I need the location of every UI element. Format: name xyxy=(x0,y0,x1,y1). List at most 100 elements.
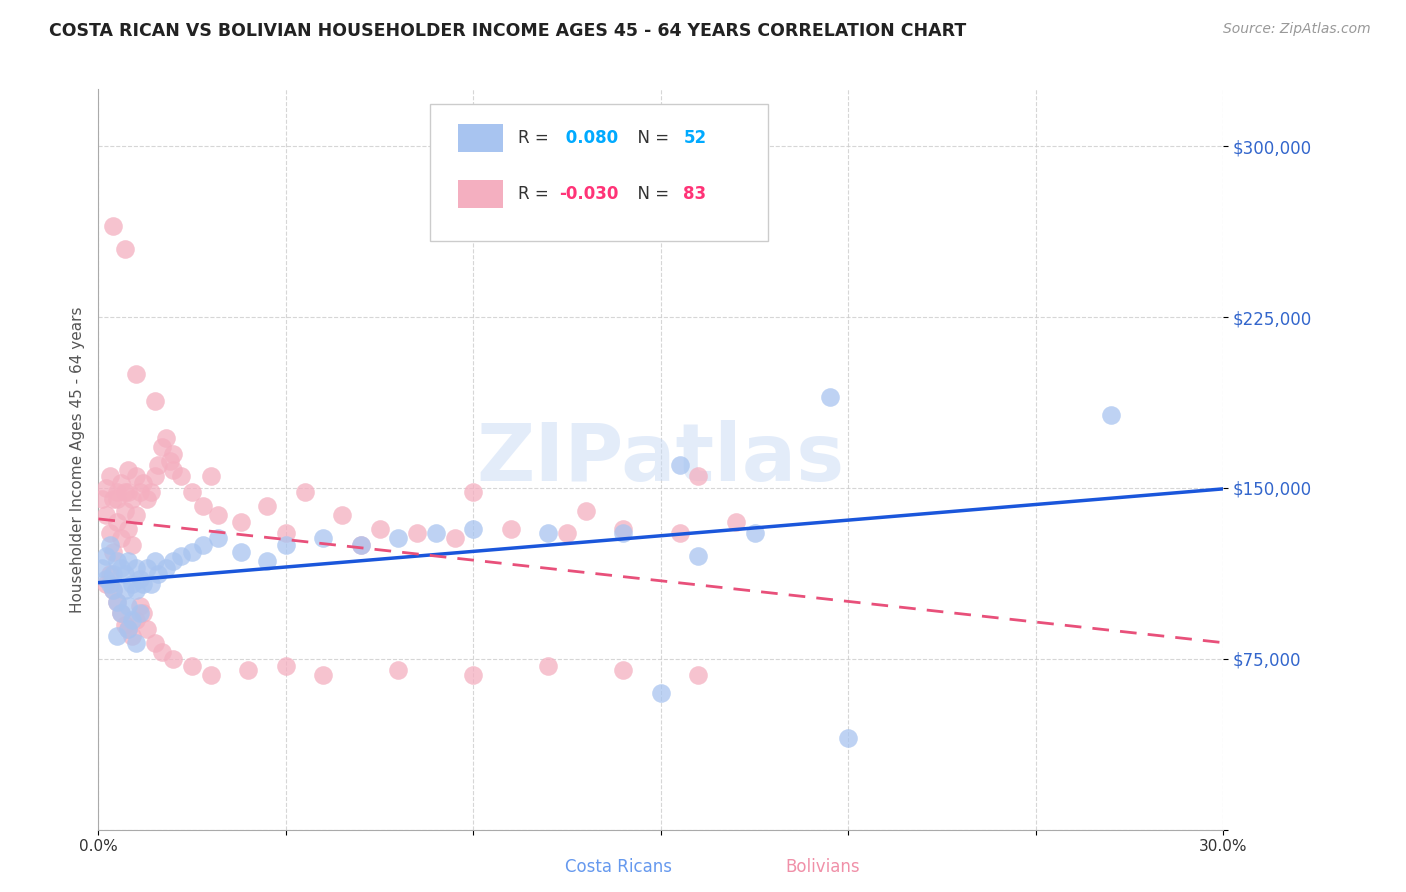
Point xyxy=(103,544,125,558)
Point xyxy=(688,549,710,564)
Point xyxy=(406,526,429,541)
Point xyxy=(387,663,409,677)
Point xyxy=(125,613,148,627)
Text: Costa Ricans: Costa Ricans xyxy=(565,858,672,876)
Point xyxy=(537,526,560,541)
Point xyxy=(91,560,114,574)
Point xyxy=(98,526,121,541)
Point xyxy=(114,567,136,582)
Point xyxy=(238,663,260,677)
Text: 83: 83 xyxy=(683,185,706,202)
Point xyxy=(110,531,132,545)
Point xyxy=(612,663,634,677)
Point xyxy=(499,522,522,536)
Point xyxy=(170,549,193,564)
Point xyxy=(128,572,150,586)
Y-axis label: Householder Income Ages 45 - 64 years: Householder Income Ages 45 - 64 years xyxy=(69,306,84,613)
Point xyxy=(274,658,297,673)
Point xyxy=(148,567,170,582)
Point xyxy=(139,576,162,591)
Point xyxy=(200,469,222,483)
Point xyxy=(668,526,690,541)
Point xyxy=(425,526,447,541)
Point xyxy=(121,576,143,591)
Text: Source: ZipAtlas.com: Source: ZipAtlas.com xyxy=(1223,22,1371,37)
Point xyxy=(162,447,184,461)
Point xyxy=(150,645,173,659)
Point xyxy=(575,503,598,517)
Text: -0.030: -0.030 xyxy=(560,185,619,202)
Point xyxy=(136,492,159,507)
Text: R =: R = xyxy=(517,185,554,202)
Point xyxy=(128,599,150,614)
Point xyxy=(114,617,136,632)
Point xyxy=(105,629,128,643)
Point xyxy=(387,531,409,545)
Point xyxy=(207,531,229,545)
Text: 0.080: 0.080 xyxy=(560,129,617,147)
Point xyxy=(274,526,297,541)
Point xyxy=(818,390,841,404)
Point xyxy=(688,469,710,483)
Point xyxy=(229,515,252,529)
Point xyxy=(724,515,747,529)
Point xyxy=(463,485,485,500)
Point xyxy=(94,572,117,586)
Point xyxy=(105,595,128,609)
Point xyxy=(837,731,859,746)
Point xyxy=(105,554,128,568)
Point xyxy=(117,462,139,476)
Point xyxy=(117,622,139,636)
Point xyxy=(256,499,278,513)
Text: R =: R = xyxy=(517,129,554,147)
FancyBboxPatch shape xyxy=(430,104,768,241)
Text: 52: 52 xyxy=(683,129,706,147)
Point xyxy=(200,667,222,681)
Point xyxy=(110,476,132,491)
Point xyxy=(103,492,125,507)
Point xyxy=(94,481,117,495)
Point xyxy=(159,453,181,467)
Point xyxy=(368,522,391,536)
Point xyxy=(114,485,136,500)
Point xyxy=(136,622,159,636)
Point xyxy=(117,554,139,568)
Point xyxy=(132,476,155,491)
Point xyxy=(98,567,121,582)
Point xyxy=(650,686,672,700)
Point xyxy=(150,440,173,454)
Point xyxy=(110,606,132,620)
Point xyxy=(612,522,634,536)
Point xyxy=(94,508,117,523)
Point xyxy=(114,503,136,517)
Point xyxy=(125,583,148,598)
Point xyxy=(463,522,485,536)
Point xyxy=(668,458,690,472)
Point xyxy=(139,485,162,500)
Point xyxy=(125,469,148,483)
Point xyxy=(94,576,117,591)
Point xyxy=(103,583,125,598)
Point xyxy=(162,462,184,476)
Point xyxy=(117,522,139,536)
Point xyxy=(312,531,335,545)
Point xyxy=(744,526,766,541)
Point xyxy=(256,554,278,568)
Point xyxy=(143,636,166,650)
Point xyxy=(110,560,132,574)
Point xyxy=(143,394,166,409)
Point xyxy=(132,606,155,620)
Point xyxy=(294,485,316,500)
Point xyxy=(114,583,136,598)
Point xyxy=(103,219,125,233)
FancyBboxPatch shape xyxy=(458,124,503,153)
Point xyxy=(155,431,177,445)
Point xyxy=(148,458,170,472)
Point xyxy=(537,658,560,673)
Point xyxy=(193,538,215,552)
Text: Bolivians: Bolivians xyxy=(785,858,860,876)
Point xyxy=(98,469,121,483)
Point xyxy=(350,538,373,552)
Point xyxy=(91,492,114,507)
Point xyxy=(128,485,150,500)
